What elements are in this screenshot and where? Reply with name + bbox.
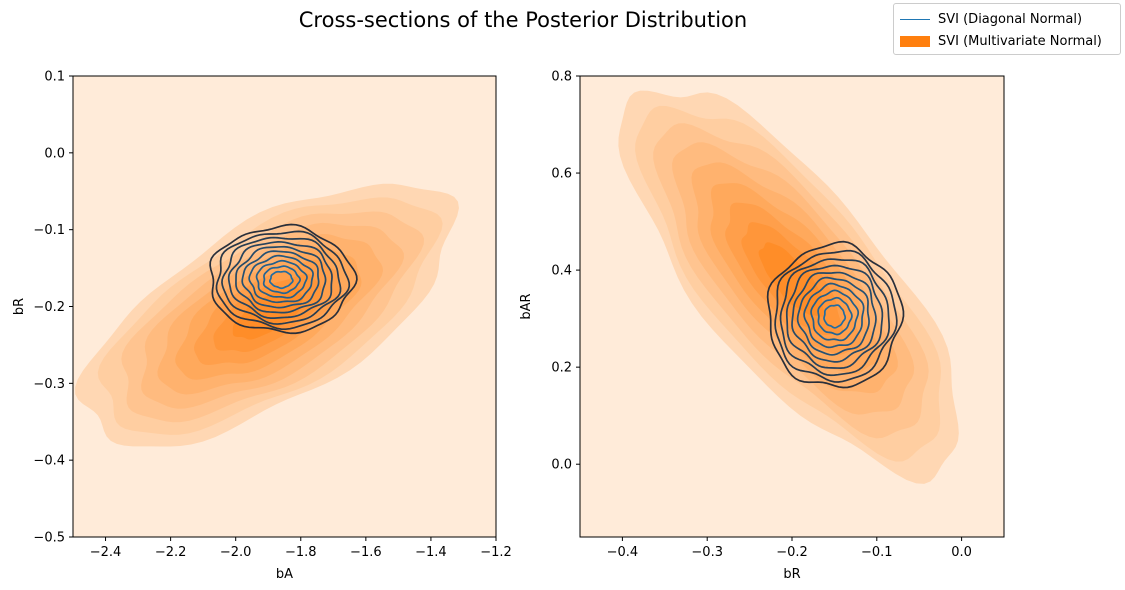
y-tick-label: 0.2 [551,361,572,376]
contour-line-level-4 [785,264,884,369]
x-tick-label: −1.8 [285,545,317,560]
x-tick-label: 0.0 [951,545,972,560]
y-tick-label: −0.4 [33,454,65,469]
y-tick-label: −0.5 [33,531,65,546]
y-axis-label: bAR [519,293,534,319]
y-tick-label: 0.1 [44,70,65,85]
contour-line-level-5 [791,271,877,363]
legend-entry-multivariate-normal: SVI (Multivariate Normal) [900,31,1102,51]
y-axis-label: bR [12,298,27,315]
contour-line-level-8 [810,289,860,342]
x-tick-label: −1.6 [350,545,382,560]
x-tick-label: −0.4 [607,545,639,560]
contour-line-level-6 [796,276,870,356]
legend-patch-swatch [900,35,930,47]
legend-entry-diagonal-normal: SVI (Diagonal Normal) [900,9,1082,29]
contour-line-level-10 [823,304,847,329]
chart-panel-left: −2.4 −2.2 −2.0 −1.8 −1.6 −1.4 −1.2 −0.5 −0.4 −0.3… [12,70,512,583]
y-tick-label: −0.1 [33,223,65,238]
y-tick-label: 0.0 [44,146,65,161]
y-tick-label: 0.6 [551,167,572,182]
figure-title: Cross-sections of the Posterior Distribu… [298,8,748,32]
contour-line-level-3 [779,258,891,377]
y-tick-label: −0.3 [33,377,65,392]
chart-panel-right: −0.4 −0.3 −0.2 −0.1 0.0 0.0 0.2 0.4 0.6 0.8 bR bAR [519,70,1005,582]
x-tick-label: −0.1 [861,545,893,560]
legend-line-swatch [900,18,930,20]
y-tick-label: 0.0 [551,458,572,473]
contour-line-level-2 [774,249,898,383]
contour-line-level-9 [262,265,302,295]
x-tick-label: −1.4 [415,545,447,560]
contour-line-level-10 [268,270,294,290]
density-layer [75,183,459,447]
x-axis-label: bR [783,567,800,582]
y-tick-label: −0.2 [33,300,65,315]
contour-line-level-7 [248,254,314,304]
x-axis-label: bA [276,567,293,582]
filled-density-level-9 [758,242,825,317]
x-tick-label: −1.2 [480,545,512,560]
x-tick-label: −2.4 [90,545,122,560]
contour-line-level-1 [209,223,358,335]
contour-line-level-5 [235,245,327,314]
x-tick-label: −2.2 [155,545,187,560]
legend-label-diagonal-normal: SVI (Diagonal Normal) [938,11,1083,27]
density-layer [618,90,959,484]
contour-line-level-4 [227,241,333,319]
x-tick-label: −2.0 [220,545,252,560]
contour-line-level-7 [803,282,865,349]
contour-line-level-8 [255,259,308,299]
y-tick-label: 0.4 [551,264,572,279]
y-tick-label: 0.8 [551,70,572,85]
contour-line-level-2 [215,230,351,331]
contour-line-level-3 [221,236,342,325]
legend: SVI (Diagonal Normal) SVI (Multivariate … [893,3,1121,55]
contour-line-level-9 [817,296,853,336]
contour-line-level-6 [241,250,320,309]
x-tick-label: −0.3 [691,545,723,560]
contour-line-level-1 [766,240,905,389]
x-tick-label: −0.2 [776,545,808,560]
legend-label-multivariate-normal: SVI (Multivariate Normal) [938,33,1102,49]
